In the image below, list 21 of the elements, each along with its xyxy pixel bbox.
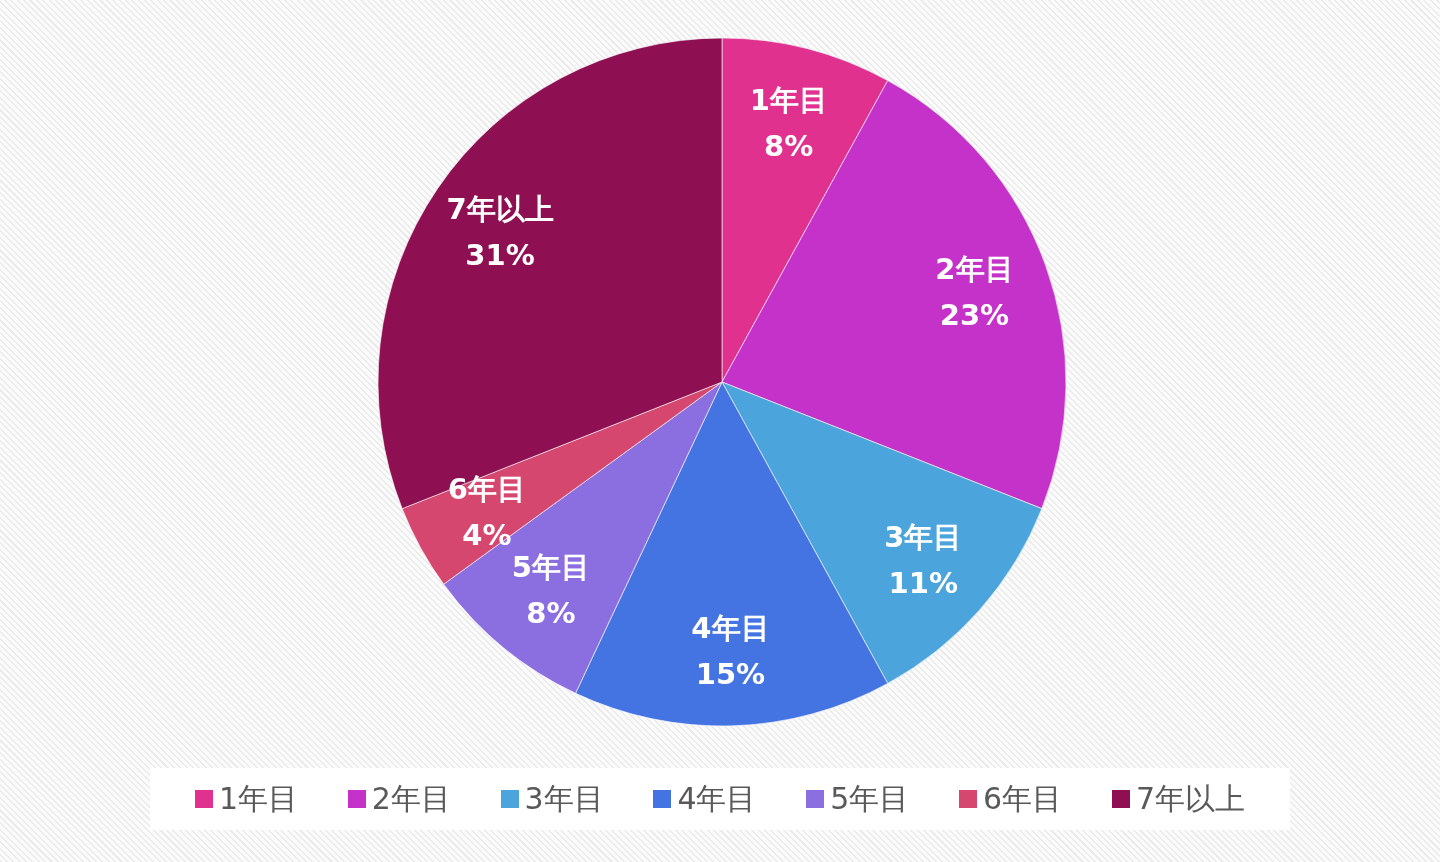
legend-label: 1年目	[218, 779, 298, 818]
data-label: 8%	[764, 129, 814, 164]
legend-label: 7年以上	[1135, 779, 1246, 818]
data-label: 11%	[888, 566, 958, 601]
data-label: 23%	[939, 298, 1010, 333]
slice-label: 7年以上	[446, 192, 554, 227]
slice-label: 3年目	[884, 520, 963, 555]
legend-label: 2年目	[371, 779, 451, 818]
slice-label: 2年目	[935, 252, 1014, 287]
data-label: 4%	[462, 518, 512, 553]
legend-label: 4年目	[677, 779, 757, 818]
legend-label: 3年目	[524, 779, 604, 818]
data-label: 31%	[465, 238, 535, 273]
slice-label: 6年目	[447, 472, 526, 507]
data-label: 8%	[526, 595, 576, 630]
legend-label: 5年目	[830, 779, 910, 818]
slice-label: 4年目	[691, 611, 770, 646]
slice-label: 1年目	[749, 83, 828, 118]
data-label: 15%	[695, 657, 766, 692]
legend-label: 6年目	[983, 779, 1063, 818]
slice-label: 5年目	[511, 549, 591, 584]
